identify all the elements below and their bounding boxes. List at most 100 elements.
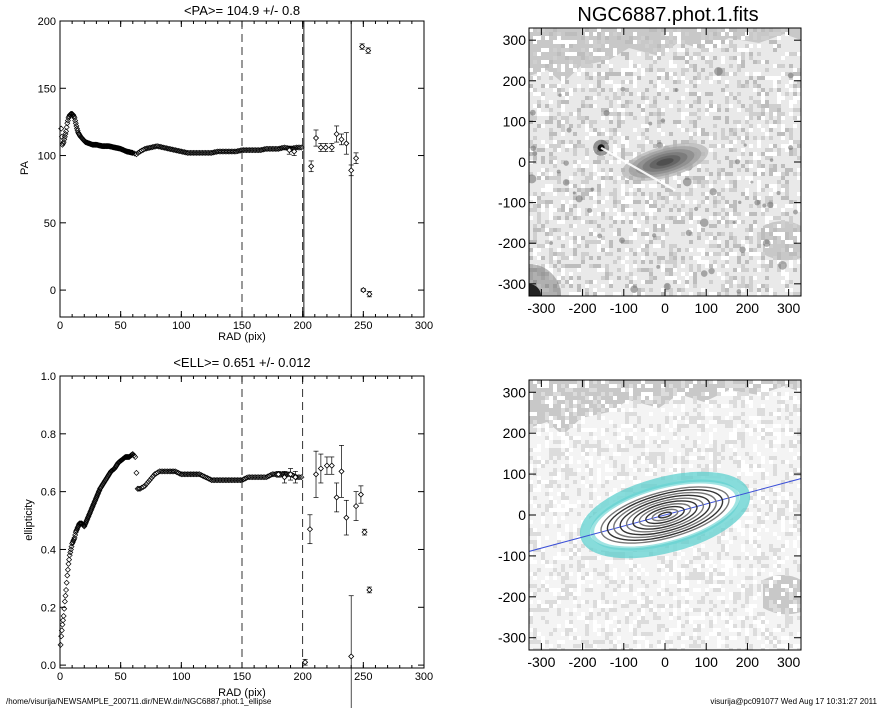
img-noise-pixel: [577, 112, 581, 116]
model-noise-pixel: [729, 380, 733, 384]
model-noise-pixel: [777, 612, 781, 616]
model-noise-pixel: [617, 644, 621, 648]
img-noise-pixel: [577, 264, 581, 268]
img-noise-pixel: [701, 228, 705, 232]
model-noise-pixel: [549, 496, 553, 500]
model-noise-pixel: [605, 428, 609, 432]
model-noise-pixel: [709, 456, 713, 460]
model-noise-pixel: [605, 560, 609, 564]
img-noise-pixel: [685, 172, 689, 176]
img-noise-pixel: [653, 48, 657, 52]
img-noise-pixel: [641, 260, 645, 264]
img-noise-pixel: [749, 96, 753, 100]
model-noise-pixel: [633, 628, 637, 632]
img-noise-pixel: [797, 176, 801, 180]
img-noise-pixel: [649, 280, 653, 284]
ell-point: [170, 468, 177, 475]
model-noise-pixel: [565, 432, 569, 436]
img-noise-pixel: [657, 256, 661, 260]
img-noise-pixel: [681, 72, 685, 76]
model-noise-pixel: [725, 624, 729, 628]
ell-point: [198, 472, 205, 479]
img-noise-pixel: [749, 144, 753, 148]
model-noise-pixel: [577, 512, 581, 516]
img-noise-pixel: [689, 192, 693, 196]
img-noise-pixel: [685, 80, 689, 84]
pa-point: [65, 114, 72, 121]
img-noise-pixel: [669, 192, 673, 196]
img-noise-pixel: [693, 56, 697, 60]
model-noise-pixel: [777, 608, 781, 612]
model-noise-pixel: [645, 584, 649, 588]
model-noise-pixel: [561, 452, 565, 456]
model-noise-pixel: [537, 544, 541, 548]
model-noise-pixel: [577, 380, 581, 384]
img-noise-pixel: [697, 228, 701, 232]
pa-point: [173, 147, 180, 154]
img-noise-pixel: [613, 52, 617, 56]
img-noise-pixel: [781, 220, 785, 224]
model-noise-pixel: [541, 392, 545, 396]
model-noise-pixel: [717, 644, 721, 648]
img-noise-pixel: [661, 244, 665, 248]
model-noise-pixel: [765, 396, 769, 400]
model-noise-pixel: [557, 420, 561, 424]
img-noise-pixel: [641, 132, 645, 136]
model-noise-pixel: [529, 464, 533, 468]
img-noise-pixel: [617, 148, 621, 152]
img-noise-pixel: [549, 100, 553, 104]
model-noise-pixel: [729, 636, 733, 640]
model-xtick-label: -200: [569, 654, 597, 670]
model-isophote-ellipse: [632, 500, 698, 530]
img-noise-pixel: [673, 72, 677, 76]
img-noise-pixel: [745, 176, 749, 180]
img-noise-pixel: [557, 216, 561, 220]
img-noise-pixel: [549, 212, 553, 216]
model-noise-pixel: [749, 540, 753, 544]
model-noise-pixel: [661, 584, 665, 588]
img-noise-pixel: [717, 232, 721, 236]
model-noise-pixel: [605, 480, 609, 484]
img-noise-pixel: [721, 48, 725, 52]
model-noise-pixel: [789, 412, 793, 416]
model-noise-pixel: [709, 404, 713, 408]
model-noise-pixel: [765, 388, 769, 392]
img-noise-pixel: [573, 224, 577, 228]
model-noise-pixel: [573, 504, 577, 508]
img-noise-pixel: [745, 132, 749, 136]
model-noise-pixel: [605, 576, 609, 580]
model-noise-pixel: [585, 468, 589, 472]
model-noise-pixel: [753, 420, 757, 424]
model-noise-pixel: [733, 432, 737, 436]
img-noise-pixel: [541, 188, 545, 192]
model-noise-pixel: [657, 556, 661, 560]
model-noise-pixel: [645, 620, 649, 624]
model-noise-pixel: [613, 488, 617, 492]
img-noise-pixel: [601, 116, 605, 120]
img-noise-pixel: [741, 192, 745, 196]
model-noise-pixel: [573, 472, 577, 476]
img-noise-pixel: [533, 52, 537, 56]
img-noise-pixel: [761, 264, 765, 268]
img-noise-pixel: [617, 216, 621, 220]
model-noise-pixel: [625, 436, 629, 440]
model-noise-pixel: [585, 444, 589, 448]
img-noise-pixel: [701, 160, 705, 164]
model-noise-pixel: [633, 620, 637, 624]
model-noise-pixel: [713, 440, 717, 444]
model-noise-pixel: [629, 412, 633, 416]
img-noise-pixel: [641, 72, 645, 76]
model-noise-pixel: [597, 640, 601, 644]
model-noise-pixel: [761, 628, 765, 632]
img-noise-pixel: [709, 60, 713, 64]
model-noise-pixel: [573, 628, 577, 632]
img-noise-pixel: [769, 164, 773, 168]
img-noise-pixel: [793, 108, 797, 112]
model-noise-pixel: [697, 548, 701, 552]
model-noise-pixel: [637, 456, 641, 460]
model-noise-pixel: [693, 440, 697, 444]
model-noise-pixel: [541, 512, 545, 516]
img-noise-pixel: [573, 240, 577, 244]
model-noise-pixel: [577, 424, 581, 428]
model-noise-pixel: [585, 600, 589, 604]
